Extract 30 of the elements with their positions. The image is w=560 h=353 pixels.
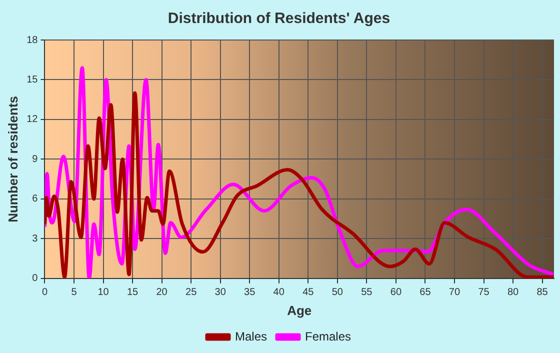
x-tick-label: 30 (214, 287, 226, 298)
y-tick-label: 12 (26, 114, 38, 126)
y-tick-label: 9 (32, 154, 38, 165)
x-tick-label: 35 (244, 287, 256, 298)
x-tick-label: 65 (420, 287, 432, 298)
x-tick-label: 40 (273, 287, 285, 298)
x-tick-label: 60 (390, 287, 402, 298)
x-tick-label: 10 (98, 287, 110, 298)
x-tick-label: 45 (302, 287, 314, 298)
legend-label: Females (305, 329, 352, 344)
x-tick-label: 80 (507, 287, 520, 298)
x-tick-label: 25 (186, 287, 198, 298)
legend-label: Males (234, 329, 268, 344)
x-tick-label: 15 (126, 287, 139, 298)
y-tick-label: 18 (26, 34, 38, 46)
y-tick-label: 6 (32, 194, 38, 205)
x-tick-label: 50 (332, 287, 344, 298)
x-tick-label: 70 (448, 287, 460, 298)
x-tick-label: 55 (361, 287, 373, 298)
x-axis-title: Age (287, 302, 312, 318)
y-tick-label: 15 (26, 74, 38, 86)
y-tick-label: 0 (32, 273, 38, 284)
chart-title: Distribution of Residents' Ages (168, 10, 390, 28)
y-tick-label: 3 (32, 233, 38, 244)
y-axis-title: Number of residents (5, 96, 20, 222)
x-tick-label: 75 (478, 287, 490, 298)
x-tick-label: 5 (71, 287, 78, 298)
x-tick-label: 20 (156, 287, 168, 298)
x-tick-label: 85 (536, 287, 548, 298)
x-tick-label: 0 (42, 287, 48, 298)
